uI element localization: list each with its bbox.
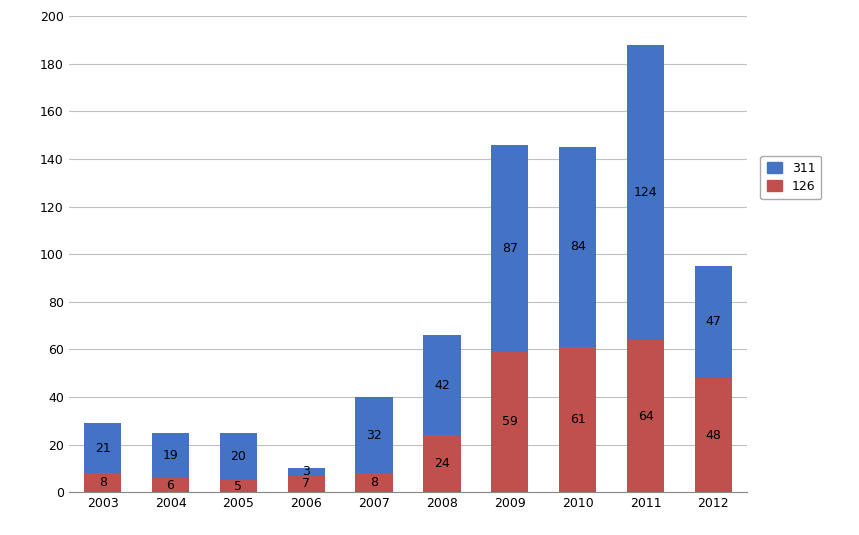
Text: 19: 19 xyxy=(162,449,179,462)
Bar xyxy=(559,147,596,347)
Bar xyxy=(356,397,393,473)
Bar xyxy=(627,340,664,492)
Bar xyxy=(152,433,189,478)
Legend: 311, 126: 311, 126 xyxy=(760,156,821,199)
Text: 48: 48 xyxy=(705,429,722,441)
Text: 7: 7 xyxy=(302,477,310,491)
Bar xyxy=(288,476,325,492)
Bar xyxy=(491,351,528,492)
Text: 84: 84 xyxy=(570,241,586,254)
Text: 8: 8 xyxy=(370,476,378,489)
Bar xyxy=(491,144,528,351)
Text: 20: 20 xyxy=(230,450,247,463)
Bar xyxy=(288,469,325,476)
Text: 5: 5 xyxy=(235,480,242,493)
Bar xyxy=(695,378,732,492)
Bar xyxy=(559,347,596,492)
Text: 8: 8 xyxy=(99,476,107,489)
Bar xyxy=(220,433,257,480)
Bar xyxy=(84,423,121,473)
Bar xyxy=(695,266,732,378)
Text: 47: 47 xyxy=(705,316,722,328)
Text: 42: 42 xyxy=(434,379,450,392)
Text: 6: 6 xyxy=(167,479,174,492)
Bar xyxy=(356,473,393,492)
Text: 21: 21 xyxy=(94,442,111,455)
Text: 32: 32 xyxy=(366,429,382,441)
Bar xyxy=(423,335,460,435)
Bar xyxy=(152,478,189,492)
Text: 87: 87 xyxy=(502,242,518,255)
Bar xyxy=(84,473,121,492)
Text: 59: 59 xyxy=(502,416,518,429)
Text: 124: 124 xyxy=(634,186,657,198)
Bar xyxy=(423,435,460,492)
Text: 64: 64 xyxy=(637,409,654,423)
Text: 24: 24 xyxy=(434,457,450,470)
Text: 61: 61 xyxy=(570,413,586,426)
Bar xyxy=(220,480,257,492)
Text: 3: 3 xyxy=(302,465,310,478)
Bar xyxy=(627,44,664,340)
